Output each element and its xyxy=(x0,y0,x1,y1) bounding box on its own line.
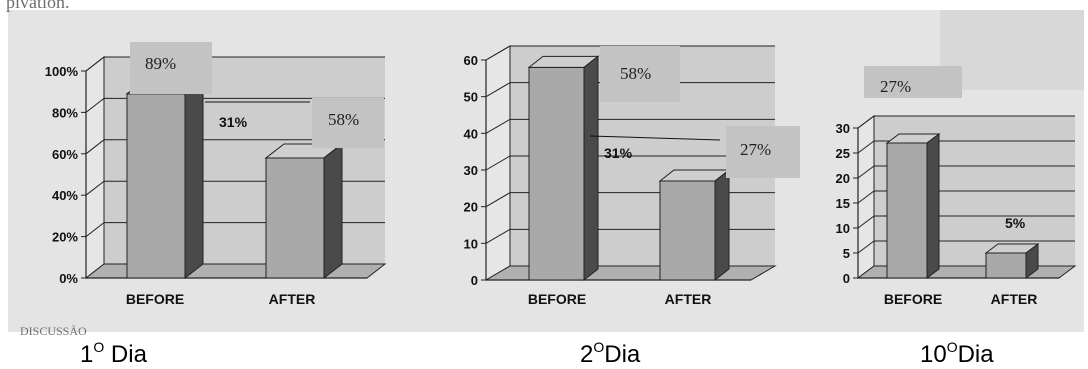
bar-side xyxy=(323,142,343,280)
gridline xyxy=(857,165,1075,179)
bar-front xyxy=(528,66,585,281)
bar-after xyxy=(264,142,344,280)
header-fragment: pivation. xyxy=(6,0,70,12)
gridline xyxy=(485,155,775,171)
y-tick-label: 80% xyxy=(52,105,78,120)
bar-side xyxy=(583,55,599,282)
chart-caption: 10ODia xyxy=(920,339,994,368)
y-tick-label: 40 xyxy=(464,126,478,141)
bar-front xyxy=(985,252,1027,279)
annotation-label: 27% xyxy=(880,77,911,96)
y-tick-label: 30 xyxy=(836,121,850,136)
y-tick-label: 20 xyxy=(464,200,478,215)
annotation-box xyxy=(726,126,800,178)
chart-caption: 1O Dia xyxy=(80,339,148,368)
caption-number: 10 xyxy=(920,341,947,368)
bar-after xyxy=(984,243,1040,279)
x-category-label: BEFORE xyxy=(126,291,184,307)
annotation-label: 89% xyxy=(145,54,176,73)
caption-number: 2 xyxy=(580,341,593,368)
gridline xyxy=(485,45,775,61)
annotation-box xyxy=(130,42,212,94)
y-tick-label: 40% xyxy=(52,188,78,203)
chart-2: 0 10 20 30 40 50 60 BEFORE AFTER 58% 27% 31% 2ODia xyxy=(464,45,800,368)
y-tick-label: 0 xyxy=(843,271,850,286)
x-category-label: AFTER xyxy=(991,291,1038,307)
paper-shading xyxy=(940,10,1084,90)
gridline xyxy=(85,56,385,72)
bar-front xyxy=(886,142,928,279)
bar-after xyxy=(658,168,731,282)
footer-fragment: DISCUSSÃO xyxy=(20,324,87,338)
gridline xyxy=(857,115,1075,129)
gridline xyxy=(857,240,1075,254)
y-tick-label: 60 xyxy=(464,53,478,68)
annotation-label: 5% xyxy=(1005,215,1026,231)
caption-rest: Dia xyxy=(104,341,147,368)
bar-side xyxy=(714,168,730,282)
y-tick-label: 0 xyxy=(471,273,478,288)
gridline xyxy=(857,140,1075,154)
x-category-label: BEFORE xyxy=(884,291,942,307)
chart-side-wall xyxy=(85,55,105,280)
caption-superscript: O xyxy=(947,339,958,355)
annotation-box xyxy=(864,66,962,98)
x-category-label: BEFORE xyxy=(528,291,586,307)
gridline xyxy=(85,139,385,155)
bar-front xyxy=(126,93,186,279)
annotation-box xyxy=(312,98,384,148)
bar-before xyxy=(527,55,600,282)
y-tick-label: 60% xyxy=(52,147,78,162)
bar-front xyxy=(659,180,716,281)
annotation-label: 31% xyxy=(604,145,633,161)
annotation-label: 31% xyxy=(219,114,248,130)
y-tick-label: 20% xyxy=(52,230,78,245)
annotation-label: 58% xyxy=(328,110,359,129)
gridline xyxy=(485,118,775,134)
y-tick-label: 10 xyxy=(464,236,478,251)
bar-before xyxy=(125,78,205,280)
annotation-line xyxy=(589,135,721,141)
bar-side xyxy=(1025,243,1039,279)
bar-side xyxy=(926,133,940,279)
caption-rest: Dia xyxy=(604,341,641,368)
bar-front xyxy=(265,157,325,279)
caption-superscript: O xyxy=(593,339,604,355)
gridline xyxy=(485,82,775,98)
x-category-label: AFTER xyxy=(269,291,316,307)
y-tick-label: 5 xyxy=(843,246,850,261)
bar-side xyxy=(184,78,204,280)
bar-before xyxy=(885,133,941,279)
y-tick-label: 30 xyxy=(464,163,478,178)
gridline xyxy=(85,97,385,113)
caption-superscript: O xyxy=(93,339,104,355)
y-tick-label: 20 xyxy=(836,171,850,186)
gridline xyxy=(857,215,1075,229)
caption-number: 1 xyxy=(80,341,93,368)
x-category-label: AFTER xyxy=(665,291,712,307)
y-tick-label: 15 xyxy=(836,196,850,211)
y-tick-label: 0% xyxy=(59,271,78,286)
annotation-label: 27% xyxy=(740,140,771,159)
annotation-label: 58% xyxy=(620,64,651,83)
y-tick-label: 25 xyxy=(836,146,850,161)
y-tick-label: 10 xyxy=(836,221,850,236)
y-tick-label: 50 xyxy=(464,90,478,105)
gridline xyxy=(857,190,1075,204)
chart-1: 0% 20% 40% 60% 80% 100% BEFORE AFTER 89% 58% 31% 1O… xyxy=(45,42,387,368)
chart-caption: 2ODia xyxy=(580,339,641,368)
annotation-box xyxy=(600,46,680,102)
y-tick-label: 100% xyxy=(45,64,79,79)
caption-rest: Dia xyxy=(958,341,995,368)
